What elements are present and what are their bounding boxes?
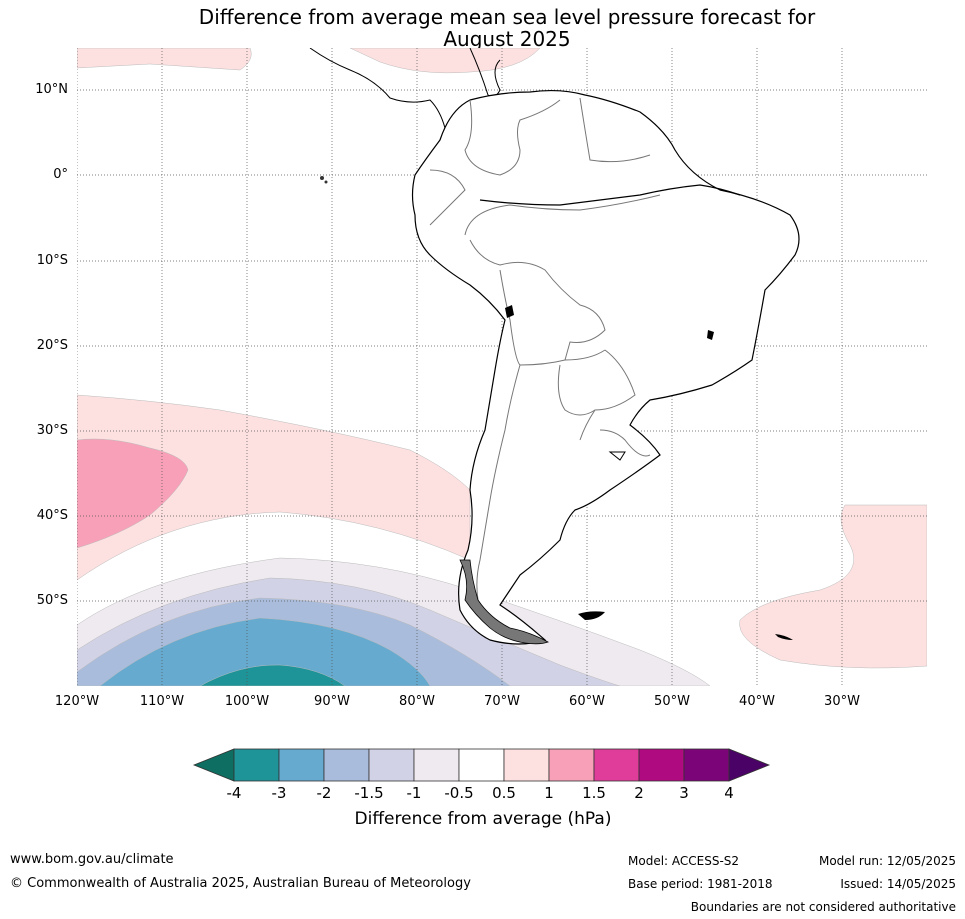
anomaly-region-pos-0.5-east (739, 504, 927, 669)
colorbar-swatch (278, 748, 325, 782)
colorbar-tick-label: 1 (544, 784, 554, 802)
country-boundaries (429, 97, 661, 601)
anomaly-region-pos-0.5-southwest (77, 394, 471, 581)
colorbar-tick-label: -2 (316, 784, 332, 802)
lon-label-40w: 40°W (739, 694, 775, 709)
lon-label-60w: 60°W (569, 694, 605, 709)
lon-label-70w: 70°W (484, 694, 520, 709)
anomaly-region-pos-0.5-north (77, 48, 252, 71)
colorbar-swatch (413, 748, 460, 782)
colorbar-tick-label: -1.5 (354, 784, 384, 802)
colorbar-label: Difference from average (hPa) (354, 809, 612, 829)
colorbar-swatch (233, 748, 280, 782)
lake-titicaca (505, 305, 514, 318)
colorbar-tick-label: 0.5 (492, 784, 516, 802)
lon-label-50w: 50°W (654, 694, 690, 709)
footer-copyright: © Commonwealth of Australia 2025, Austra… (10, 876, 471, 891)
patagonian-islands (459, 559, 549, 645)
colorbar-swatch (638, 748, 685, 782)
lat-label-20s: 20°S (36, 338, 68, 353)
rio-de-la-plata (608, 451, 626, 461)
map-subtitle: August 2025 (443, 27, 571, 51)
footer-base-period: Base period: 1981-2018 (628, 877, 773, 891)
colorbar (192, 748, 771, 782)
colorbar-swatch (683, 748, 730, 782)
footer-boundaries-note: Boundaries are not considered authoritat… (690, 900, 956, 914)
lake-itaipu (707, 330, 714, 340)
lon-label-90w: 90°W (314, 694, 350, 709)
anomaly-region-pos-0.5-caribbean (349, 48, 541, 74)
south-georgia (775, 634, 793, 640)
lat-label-10s: 10°S (36, 253, 68, 268)
lon-label-80w: 80°W (399, 694, 435, 709)
lat-label-30s: 30°S (36, 423, 68, 438)
footer-model: Model: ACCESS-S2 (628, 854, 740, 868)
colorbar-swatch (503, 748, 550, 782)
amazon-river (479, 184, 741, 206)
lat-label-40s: 40°S (36, 508, 68, 523)
colorbar-tick-label: -4 (226, 784, 242, 802)
colorbar-tick-label: 3 (679, 784, 689, 802)
colorbar-swatch (593, 748, 640, 782)
map-title: Difference from average mean sea level p… (198, 5, 816, 29)
colorbar-tick-label: 2 (634, 784, 644, 802)
colorbar-tick-label: -3 (271, 784, 287, 802)
colorbar-swatch (548, 748, 595, 782)
colorbar-swatch (458, 748, 505, 782)
lon-label-110w: 110°W (139, 694, 185, 709)
lon-label-120w: 120°W (54, 694, 100, 709)
colorbar-tick-label: -1 (406, 784, 422, 802)
lon-label-30w: 30°W (824, 694, 860, 709)
anomaly-region-neg-2 (99, 617, 431, 686)
south-america-landmass (411, 89, 800, 645)
colorbar-swatch (323, 748, 370, 782)
colorbar-tick-label: 1.5 (582, 784, 606, 802)
anomaly-region-pos-1-southwest (77, 438, 189, 549)
lat-label-0: 0° (53, 167, 68, 182)
colorbar-swatch (368, 748, 415, 782)
lon-label-100w: 100°W (224, 694, 270, 709)
footer-issued: Issued: 14/05/2025 (840, 877, 956, 891)
colorbar-tick-label: -0.5 (444, 784, 474, 802)
colorbar-arrow-low (192, 748, 235, 782)
footer-website: www.bom.gov.au/climate (10, 852, 174, 867)
lat-label-50s: 50°S (36, 593, 68, 608)
anomaly-region-neg-3 (199, 664, 346, 686)
colorbar-tick-label: 4 (724, 784, 734, 802)
lat-label-10n: 10°N (35, 82, 68, 97)
footer-model-run: Model run: 12/05/2025 (818, 854, 956, 868)
galapagos-islands (320, 176, 328, 184)
falkland-islands (578, 611, 605, 620)
colorbar-arrow-high (728, 748, 771, 782)
central-america-coastline (309, 48, 446, 141)
